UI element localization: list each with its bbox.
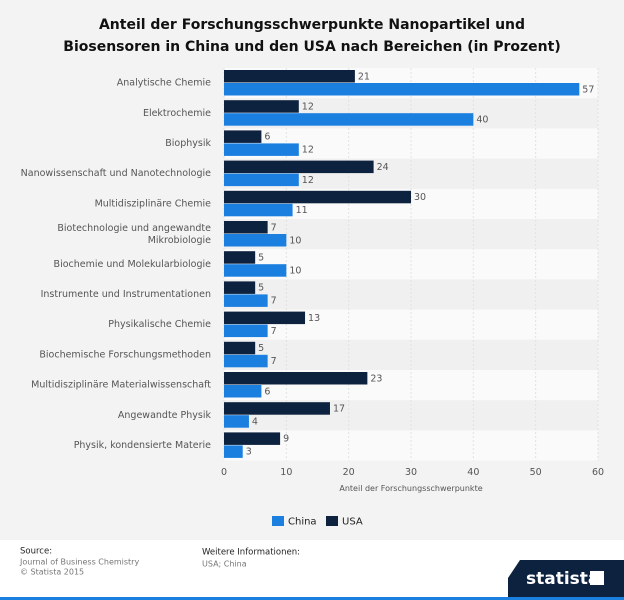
bar [224,415,249,428]
brand: statista [526,569,599,589]
info: USA; China [202,560,247,569]
bar [224,221,268,234]
y-tick-label: Analytische Chemie [117,78,211,89]
value-label: 12 [302,101,314,112]
bar [224,281,256,294]
value-label: 7 [271,222,277,233]
value-label: 10 [289,265,301,276]
value-label: 7 [271,296,277,307]
y-tick-label: Biochemie und Molekularbiologie [54,259,212,270]
y-tick-label: Elektrochemie [143,108,211,119]
value-label: 5 [258,252,264,263]
bar [224,173,299,187]
legend-swatch [272,516,284,526]
chart-title: Anteil der Forschungsschwerpunkte Nanopa… [63,17,561,55]
value-label: 13 [308,313,320,324]
y-tick-label: Multidisziplinäre Chemie [95,198,212,209]
value-label: 12 [302,145,314,156]
legend-label: China [288,517,317,528]
info-label: Weitere Informationen: [202,548,300,558]
bar [224,372,368,385]
value-label: 5 [258,283,264,294]
y-tick-label: Biotechnologie und angewandte Mikrobiolog… [57,223,211,246]
value-label: 17 [333,403,345,414]
bar [224,385,262,398]
y-tick-label: Nanowissenschaft und Nanotechnologie [21,168,211,179]
x-tick-label: 0 [221,467,227,478]
y-tick-label: Instrumente und Instrumentationen [41,289,211,300]
value-label: 11 [296,205,308,216]
bar [224,445,243,458]
x-tick-label: 40 [467,467,479,478]
bar [224,160,374,174]
bar [224,251,256,264]
value-label: 4 [252,416,258,427]
x-tick-label: 50 [530,467,542,478]
x-tick-label: 30 [405,467,417,478]
legend-label: USA [342,517,363,528]
bar [224,234,287,247]
source: Journal of Business Chemistry [19,558,139,567]
value-label: 24 [377,162,389,173]
value-label: 12 [302,175,314,186]
bar [224,402,330,415]
value-label: 57 [582,84,594,95]
value-label: 30 [414,192,426,203]
x-tick-label: 20 [343,467,355,478]
value-label: 7 [271,356,277,367]
y-tick-label: Physik, kondensierte Materie [74,440,211,451]
source-label: Source: [20,547,52,557]
bar [224,311,306,325]
value-label: 6 [264,132,270,143]
bar [224,294,268,307]
bar [224,100,299,113]
value-label: 10 [289,235,301,246]
value-label: 3 [246,447,252,458]
logo-bg [508,560,624,598]
bar [224,264,287,277]
value-label: 9 [283,434,289,445]
value-label: 6 [264,386,270,397]
x-tick-label: 10 [280,467,292,478]
bar [224,190,411,204]
bar [224,83,580,96]
value-label: 7 [271,326,277,337]
legend-swatch [326,516,338,526]
bar [224,324,268,338]
bar [224,130,262,143]
bar [224,432,281,445]
bar [224,354,268,368]
value-label: 23 [370,373,382,384]
value-label: 40 [476,114,488,125]
bar [224,143,299,156]
bar [224,113,474,126]
value-label: 21 [358,71,370,82]
y-tick-label: Angewandte Physik [118,410,212,421]
x-axis-label: Anteil der Forschungsschwerpunkte [339,484,482,493]
y-tick-label: Biophysik [165,138,211,149]
footer-line [0,597,624,600]
bar [224,203,293,217]
x-tick-label: 60 [592,467,604,478]
logo-icon [590,571,604,585]
bar [224,341,256,355]
bar [224,70,355,83]
y-tick-label: Physikalische Chemie [108,319,211,330]
value-label: 5 [258,343,264,354]
y-tick-label: Multidisziplinäre Materialwissenschaft [31,380,211,391]
copyright: © Statista 2015 [20,568,84,577]
y-tick-label: Biochemische Forschungsmethoden [39,349,211,360]
